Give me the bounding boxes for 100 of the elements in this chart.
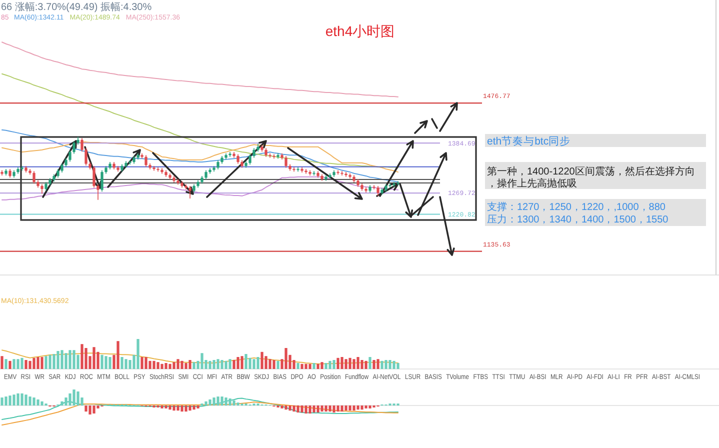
candlestick [204, 170, 208, 180]
bar [208, 360, 212, 369]
bar [240, 356, 244, 369]
bar [328, 406, 332, 412]
bar [212, 398, 216, 406]
bar [344, 406, 348, 411]
bar [188, 406, 192, 411]
candlestick [304, 168, 308, 174]
bar [24, 394, 28, 406]
candlestick [216, 160, 220, 170]
bar [160, 406, 164, 408]
bar [252, 359, 256, 369]
bar [68, 350, 72, 369]
bar [84, 406, 88, 412]
bar [204, 401, 208, 406]
bar [232, 400, 236, 406]
bar [20, 393, 24, 406]
bar [296, 363, 300, 369]
bar [356, 357, 360, 369]
bar [44, 356, 48, 369]
candlestick [396, 180, 400, 186]
bar [100, 354, 104, 369]
bar [228, 359, 232, 369]
bar [284, 348, 288, 369]
text: eth节奏与btc同步 [487, 134, 571, 148]
bar [340, 406, 344, 412]
bar [352, 359, 356, 369]
bar [388, 360, 392, 369]
bar [40, 401, 44, 406]
bar [32, 398, 36, 406]
bar [360, 406, 364, 410]
bar [292, 406, 296, 412]
bar [32, 358, 36, 369]
bar [12, 359, 16, 369]
bar [316, 364, 320, 369]
bar [328, 360, 332, 369]
bar [60, 350, 64, 369]
candlestick [184, 184, 188, 190]
bar [52, 354, 56, 369]
bar [300, 406, 304, 413]
bar [72, 390, 76, 406]
bar [232, 360, 236, 369]
bar [208, 399, 212, 406]
bar [360, 360, 364, 369]
bar [4, 359, 8, 369]
candlestick [100, 170, 104, 192]
candlestick [60, 162, 64, 173]
text: 支撑：1270，1250，1220，,1000，880 [487, 201, 666, 213]
bar [268, 359, 272, 369]
bar [224, 360, 228, 369]
bar [340, 357, 344, 369]
candlestick [32, 170, 36, 184]
annotation: 66 涨幅:3.70%(49.49) 振幅:4.30% [1, 1, 152, 13]
candlestick [188, 186, 192, 199]
candlestick [84, 148, 88, 166]
candlestick [144, 154, 148, 168]
bar [264, 356, 268, 369]
bar [68, 393, 72, 406]
bar [260, 352, 264, 369]
bar [192, 406, 196, 410]
bar [216, 396, 220, 406]
bar [164, 363, 168, 369]
candlestick [252, 148, 256, 158]
candlestick [364, 186, 368, 193]
bar [8, 360, 12, 369]
candlestick [236, 154, 240, 164]
candlestick [80, 138, 84, 152]
candlestick [72, 140, 76, 154]
bar [136, 339, 140, 369]
bar [92, 406, 96, 414]
bar [64, 398, 68, 406]
bar [140, 357, 144, 369]
bar [368, 357, 372, 369]
bar [332, 406, 336, 413]
bar [304, 364, 308, 369]
bar [236, 357, 240, 369]
bar [376, 359, 380, 369]
bar [384, 360, 388, 369]
bar [88, 406, 92, 414]
text: 压力：1300，1340，1400，1500，1550 [487, 214, 669, 226]
bar [104, 356, 108, 369]
bar [320, 406, 324, 412]
bar [164, 406, 168, 408]
bar [216, 359, 220, 369]
text: ，操作上先高抛低吸 [487, 178, 577, 190]
bar [196, 406, 200, 408]
bar [336, 358, 340, 369]
bar [152, 360, 156, 369]
candlestick [92, 166, 96, 188]
bar [212, 360, 216, 369]
bar [308, 364, 312, 369]
bar [304, 406, 308, 414]
bar [228, 398, 232, 406]
bar [28, 360, 32, 369]
bar [20, 358, 24, 369]
bar [168, 364, 172, 369]
candlestick [248, 154, 252, 166]
bar [28, 396, 32, 406]
bar [392, 360, 396, 369]
bar [364, 406, 368, 408]
